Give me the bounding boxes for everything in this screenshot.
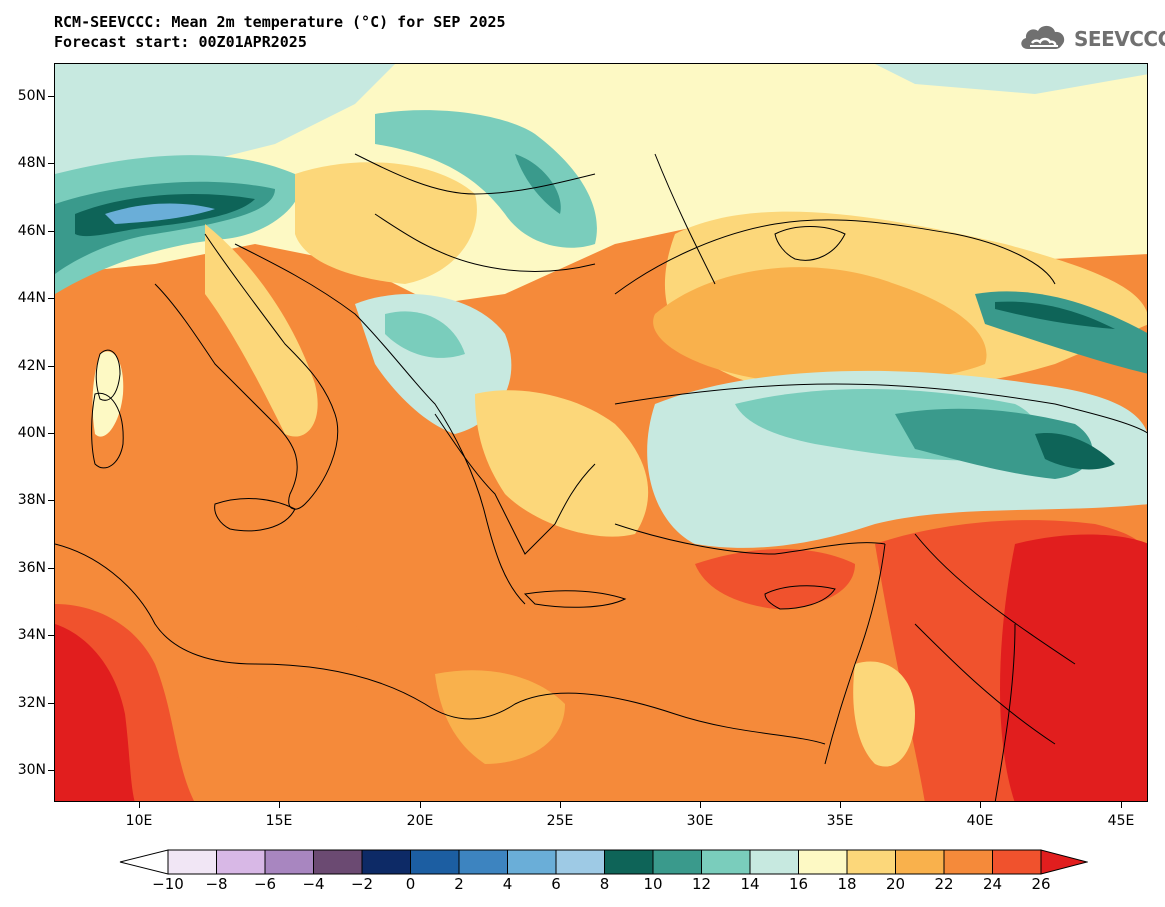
colorbar-label: 26 bbox=[1031, 875, 1051, 893]
lat-label-44n: 44N bbox=[17, 290, 46, 306]
lon-tick bbox=[279, 802, 280, 808]
colorbar-label: 6 bbox=[551, 875, 561, 893]
lon-label-25e: 25E bbox=[546, 813, 574, 829]
colorbar-over-triangle bbox=[1040, 849, 1088, 875]
colorbar-swatch bbox=[943, 849, 993, 875]
colorbar-swatch bbox=[798, 849, 848, 875]
lon-tick bbox=[560, 802, 561, 808]
colorbar-label: 2 bbox=[454, 875, 464, 893]
lat-tick bbox=[48, 163, 54, 164]
lat-label-34n: 34N bbox=[17, 627, 46, 643]
colorbar-label: −2 bbox=[350, 875, 374, 893]
lat-label-42n: 42N bbox=[17, 358, 46, 374]
colorbar-swatch bbox=[701, 849, 751, 875]
colorbar-swatch bbox=[216, 849, 266, 875]
colorbar-label: 16 bbox=[788, 875, 809, 893]
lon-label-40e: 40E bbox=[966, 813, 994, 829]
colorbar-label: 12 bbox=[691, 875, 712, 893]
lat-tick bbox=[48, 366, 54, 367]
map-title-block: RCM-SEEVCCC: Mean 2m temperature (°C) fo… bbox=[54, 12, 506, 52]
colorbar-swatch bbox=[361, 849, 411, 875]
seevccc-logo: SEEVCCC bbox=[1018, 22, 1165, 56]
lat-tick bbox=[48, 568, 54, 569]
lon-label-20e: 20E bbox=[406, 813, 434, 829]
colorbar-label: 4 bbox=[502, 875, 513, 893]
colorbar-label: 22 bbox=[934, 875, 954, 893]
colorbar-swatch bbox=[749, 849, 799, 875]
lon-tick bbox=[1121, 802, 1122, 808]
lat-tick bbox=[48, 433, 54, 434]
colorbar-swatch bbox=[895, 849, 945, 875]
colorbar-label: 14 bbox=[740, 875, 760, 893]
lat-label-40n: 40N bbox=[17, 425, 46, 441]
map-canvas bbox=[55, 64, 1147, 801]
colorbar-swatch bbox=[167, 849, 217, 875]
lat-label-50n: 50N bbox=[17, 88, 46, 104]
colorbar-swatch bbox=[264, 849, 314, 875]
forecast-start: Forecast start: 00Z01APR2025 bbox=[54, 33, 307, 51]
colorbar-swatch bbox=[555, 849, 605, 875]
colorbar-label: −6 bbox=[253, 875, 277, 893]
colorbar-label: 10 bbox=[643, 875, 663, 893]
lat-label-38n: 38N bbox=[17, 492, 46, 508]
lat-tick bbox=[48, 96, 54, 97]
colorbar-swatch bbox=[313, 849, 363, 875]
lon-tick bbox=[980, 802, 981, 808]
lat-label-30n: 30N bbox=[17, 762, 46, 778]
lon-label-10e: 10E bbox=[125, 813, 153, 829]
lon-tick bbox=[700, 802, 701, 808]
colorbar-swatch bbox=[652, 849, 702, 875]
cloud-icon bbox=[1018, 22, 1070, 56]
lat-tick bbox=[48, 298, 54, 299]
colorbar-label: 20 bbox=[885, 875, 906, 893]
colorbar-label: −4 bbox=[302, 875, 325, 893]
temperature-map bbox=[54, 63, 1148, 802]
logo-text: SEEVCCC bbox=[1074, 27, 1165, 51]
colorbar bbox=[119, 849, 1088, 875]
lat-tick bbox=[48, 703, 54, 704]
colorbar-swatch bbox=[410, 849, 460, 875]
colorbar-label: 0 bbox=[405, 875, 416, 893]
colorbar-swatch bbox=[846, 849, 896, 875]
colorbar-under-triangle bbox=[119, 849, 169, 875]
colorbar-swatch bbox=[458, 849, 508, 875]
colorbar-label: −8 bbox=[205, 875, 228, 893]
colorbar-label: −10 bbox=[152, 875, 184, 893]
lon-label-15e: 15E bbox=[265, 813, 293, 829]
colorbar-swatch bbox=[604, 849, 654, 875]
colorbar-swatch bbox=[992, 849, 1042, 875]
lat-label-48n: 48N bbox=[17, 155, 46, 171]
lat-tick bbox=[48, 500, 54, 501]
lat-tick bbox=[48, 635, 54, 636]
colorbar-label: 24 bbox=[982, 875, 1003, 893]
lat-label-36n: 36N bbox=[17, 560, 46, 576]
lat-label-46n: 46N bbox=[17, 223, 46, 239]
lon-tick bbox=[420, 802, 421, 808]
colorbar-label: 8 bbox=[599, 875, 610, 893]
lon-tick bbox=[139, 802, 140, 808]
map-title: RCM-SEEVCCC: Mean 2m temperature (°C) fo… bbox=[54, 13, 506, 31]
lon-label-35e: 35E bbox=[826, 813, 854, 829]
colorbar-swatch bbox=[507, 849, 557, 875]
lat-tick bbox=[48, 770, 54, 771]
lat-label-32n: 32N bbox=[17, 695, 46, 711]
lat-tick bbox=[48, 231, 54, 232]
colorbar-label: 18 bbox=[837, 875, 857, 893]
lon-tick bbox=[840, 802, 841, 808]
lon-label-30e: 30E bbox=[686, 813, 714, 829]
lon-label-45e: 45E bbox=[1107, 813, 1135, 829]
